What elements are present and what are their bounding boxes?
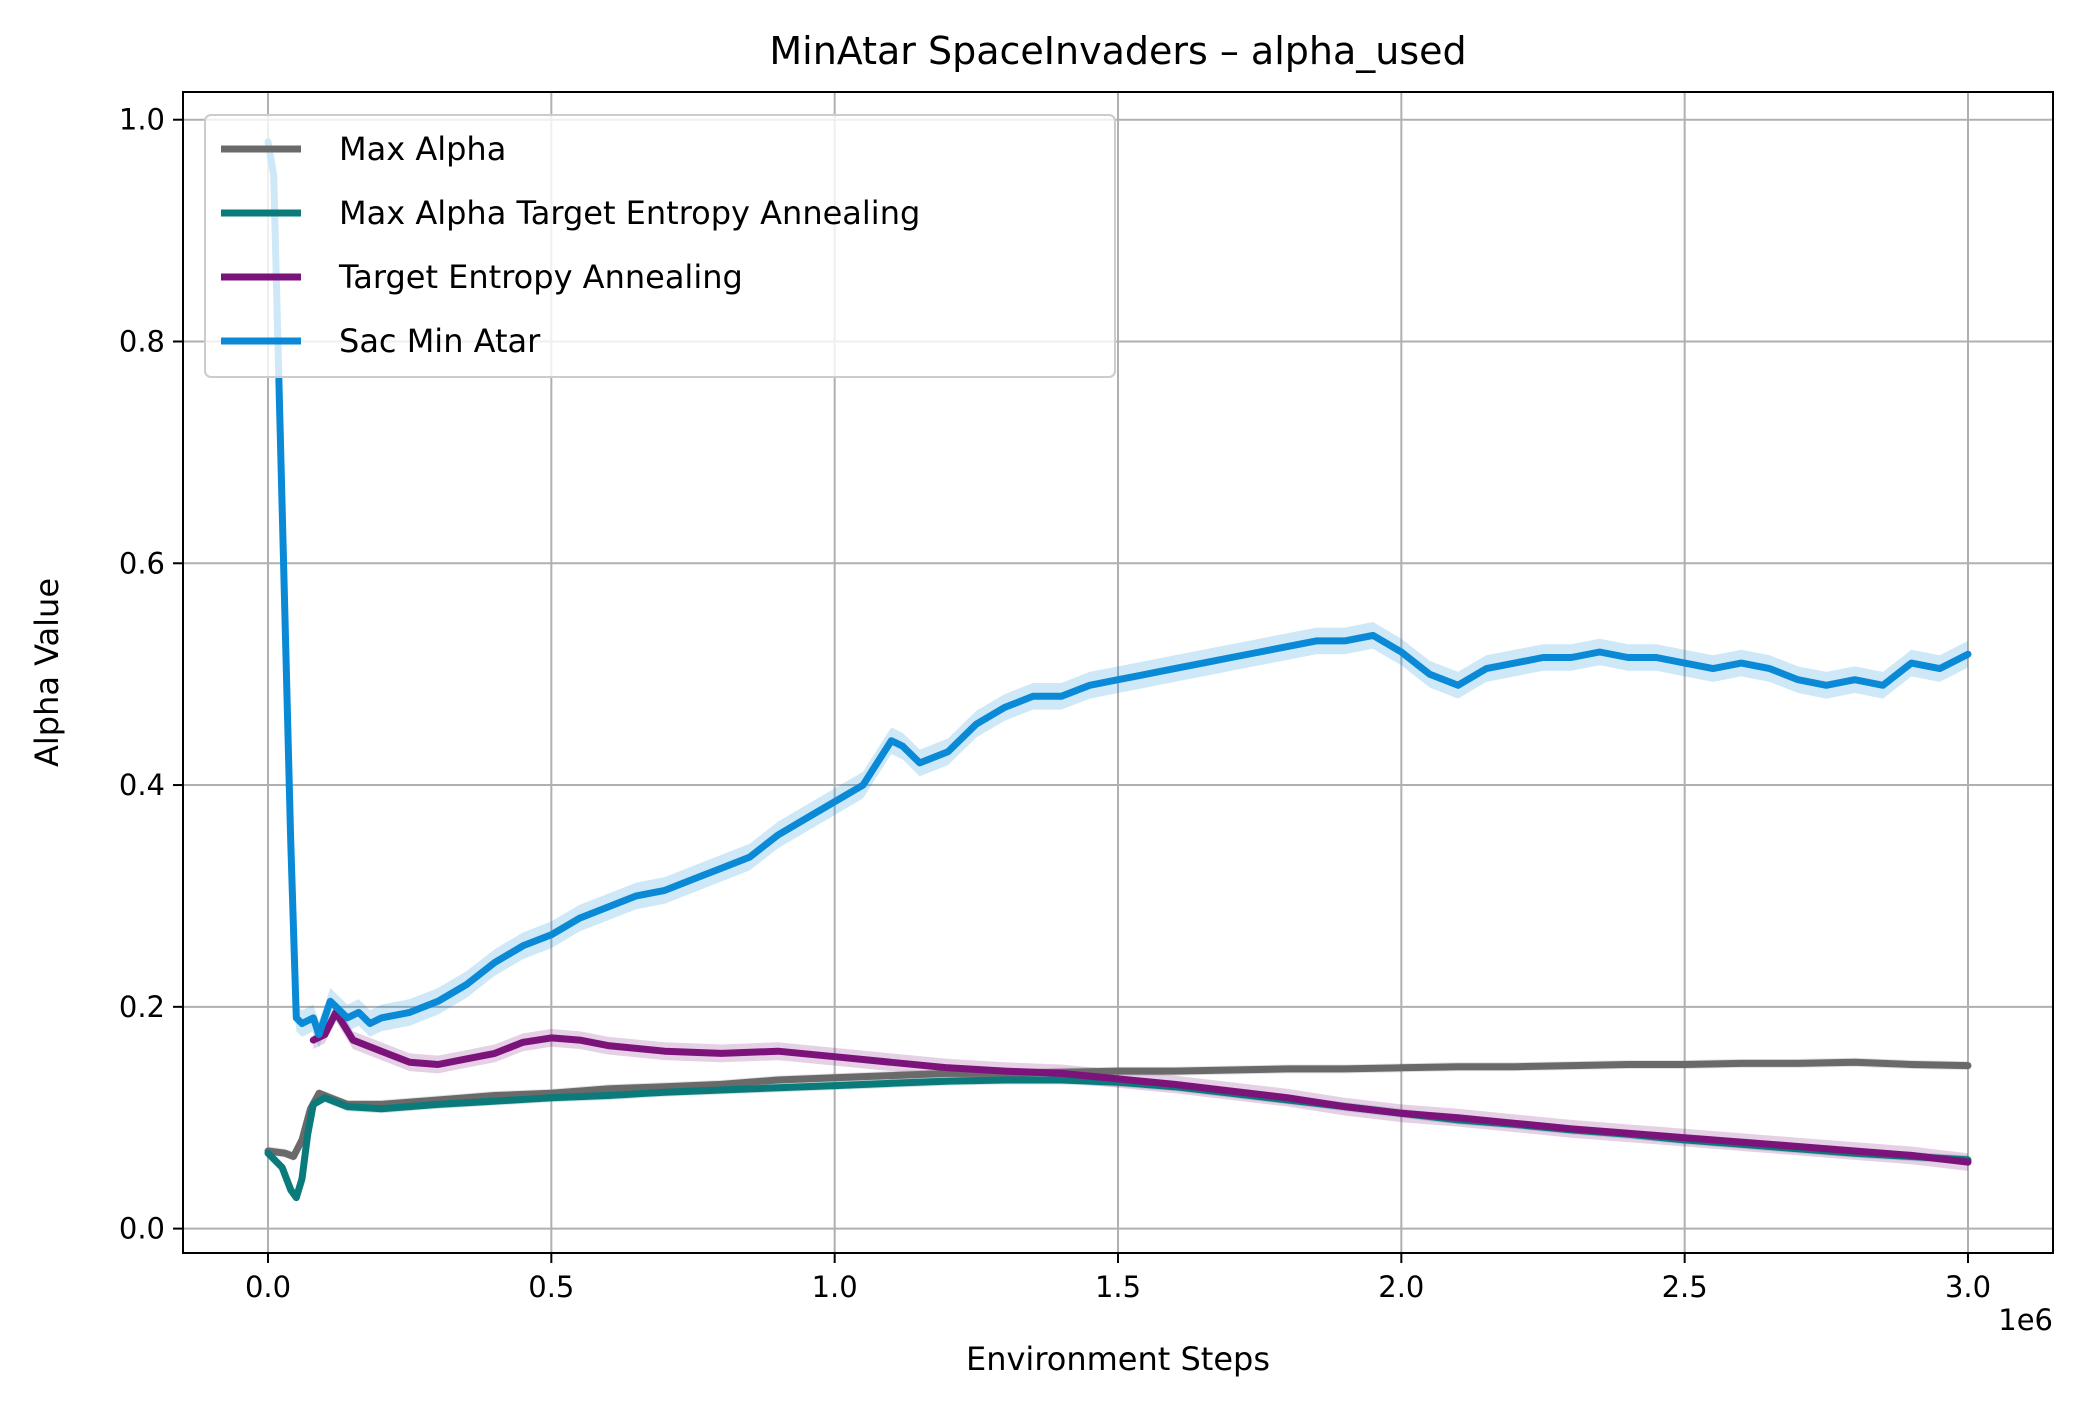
x-tick-label: 2.0 [1378,1270,1424,1304]
y-tick-label: 0.8 [119,324,165,358]
y-tick-label: 0.0 [119,1212,165,1246]
x-tick-label: 1.5 [1095,1270,1141,1304]
y-tick-label: 0.2 [119,990,165,1024]
y-tick-label: 1.0 [119,103,165,137]
x-axis-title: Environment Steps [966,1340,1270,1378]
x-axis-offset-label: 1e6 [1998,1303,2053,1337]
legend-label-2: Max Alpha Target Entropy Annealing [339,194,920,232]
legend-label-3: Target Entropy Annealing [338,258,743,296]
y-tick-label: 0.4 [119,768,165,802]
x-tick-label: 0.5 [528,1270,574,1304]
series-line-4 [264,138,1972,1039]
x-tick-label: 2.5 [1662,1270,1708,1304]
tick-layer: 0.0 0.5 1.0 1.5 2.0 2.5 3.0 0.0 0.2 0.4 0.6 0.8 1.0 [119,103,1991,1304]
legend-label-1: Max Alpha [339,130,506,168]
y-axis-title: Alpha Value [28,578,66,767]
legend-label-4: Sac Min Atar [339,322,541,360]
series-band-2 [268,1075,1968,1202]
x-tick-label: 0.0 [245,1270,291,1304]
x-tick-label: 1.0 [812,1270,858,1304]
series-line-3 [309,1008,1972,1166]
chart-title: MinAtar SpaceInvaders – alpha_used [769,29,1466,73]
x-tick-label: 3.0 [1945,1270,1991,1304]
y-tick-label: 0.6 [119,546,165,580]
line-layer [264,138,1972,1202]
legend-box [204,114,1116,378]
legend: Max Alpha Max Alpha Target Entropy Anneal… [204,114,1116,378]
